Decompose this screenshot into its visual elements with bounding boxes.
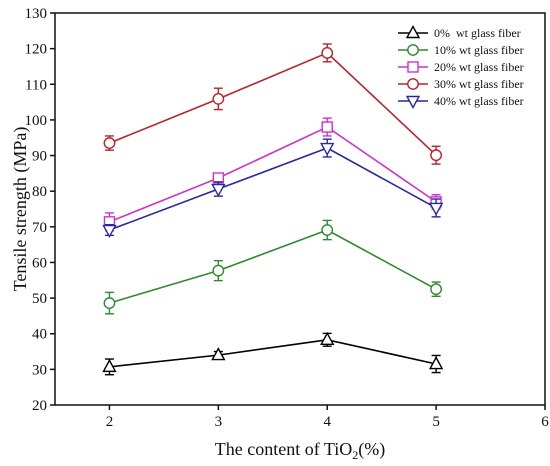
y-tick-label: 40 [32, 327, 47, 343]
x-tick-label: 3 [215, 414, 223, 430]
series-4-point [428, 202, 444, 216]
legend-marker [407, 44, 419, 56]
legend-marker [407, 61, 419, 73]
x-axis-label-subscript: 2 [352, 448, 358, 462]
series-2 [103, 117, 442, 232]
series-1-line [109, 229, 437, 304]
series-4 [102, 138, 444, 238]
legend-entry-1: 10% wt glass fiber [398, 43, 524, 57]
legend: 0% wt glass fiber 10% wt glass fiber 20% w… [398, 25, 524, 109]
y-tick-label: 130 [25, 6, 48, 22]
series-4-point [102, 224, 117, 238]
y-tick-label: 50 [32, 291, 47, 307]
legend-entry-3: 30% wt glass fiber [398, 77, 524, 91]
series-0-point [211, 347, 226, 361]
legend-label: 10% wt glass fiber [434, 43, 524, 57]
series-4-point [320, 142, 335, 157]
y-tick-label: 110 [25, 77, 47, 93]
series-4-point [211, 183, 226, 198]
legend-entry-4: 40% wt glass fiber [398, 94, 524, 109]
x-tick-label: 6 [541, 414, 549, 430]
y-tick-label: 30 [32, 362, 47, 378]
series-3 [103, 43, 443, 165]
x-axis-label-suffix: (%) [358, 439, 385, 460]
series-1 [103, 219, 443, 315]
legend-label: 40% wt glass fiber [434, 94, 524, 108]
y-tick-label: 60 [32, 255, 47, 271]
series-3-line [109, 51, 437, 156]
x-tick-label: 4 [323, 414, 331, 430]
series-2-line [109, 126, 437, 223]
series-1-point [212, 264, 225, 277]
series-1-point [103, 297, 116, 309]
series-0-line [109, 338, 437, 368]
series-3-point [212, 92, 225, 105]
series-3-point [321, 47, 334, 59]
x-tick-label: 5 [432, 414, 440, 430]
series-1-point [430, 283, 443, 296]
y-tick-label: 120 [25, 42, 48, 58]
x-tick-label: 2 [106, 414, 114, 430]
legend-label: 30% wt glass fiber [434, 77, 524, 91]
y-tick-label: 80 [32, 184, 47, 200]
y-tick-label: 100 [25, 113, 48, 129]
legend-label: 0% wt glass fiber [434, 26, 521, 40]
series-1-point [321, 224, 334, 236]
y-axis-label: Tensile strength (MPa) [10, 127, 31, 292]
y-tick-label: 90 [32, 149, 47, 165]
series-0-point [428, 356, 444, 370]
legend-marker [405, 95, 421, 109]
axes: 20 30 40 50 60 70 80 90 100 110 120 130 2 3 4 5 6 [25, 6, 550, 430]
x-axis-label: The content of TiO2(%) [215, 439, 385, 462]
series-layer [102, 43, 444, 376]
series-0-point [102, 358, 117, 373]
plot-frame [54, 12, 546, 406]
legend-marker [405, 25, 421, 39]
legend-label: 20% wt glass fiber [434, 60, 524, 74]
legend-entry-2: 20% wt glass fiber [398, 60, 524, 74]
series-0-point [320, 331, 335, 345]
series-3-point [430, 149, 443, 162]
series-0 [102, 331, 444, 376]
x-axis-label-text: The content of TiO [215, 439, 353, 459]
y-tick-label: 70 [32, 220, 47, 236]
series-3-point [103, 137, 116, 149]
legend-entry-0: 0% wt glass fiber [398, 25, 521, 40]
series-4-line [109, 147, 437, 231]
y-tick-label: 20 [32, 398, 47, 414]
legend-marker [407, 78, 419, 90]
series-2-point [321, 121, 333, 133]
